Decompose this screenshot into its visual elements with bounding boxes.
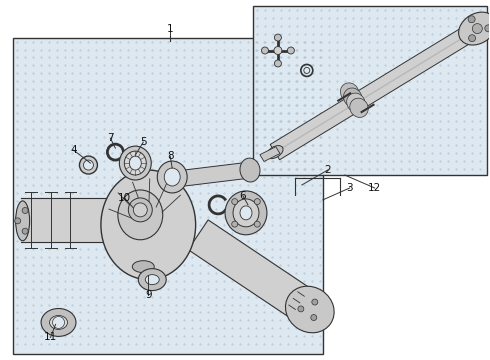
Circle shape xyxy=(83,160,94,170)
Circle shape xyxy=(468,16,475,23)
Ellipse shape xyxy=(157,161,187,193)
Text: 2: 2 xyxy=(324,165,331,175)
Ellipse shape xyxy=(101,170,196,280)
Circle shape xyxy=(298,306,304,312)
Polygon shape xyxy=(167,162,251,188)
Circle shape xyxy=(52,316,65,328)
Ellipse shape xyxy=(286,286,334,333)
Ellipse shape xyxy=(233,199,259,227)
Circle shape xyxy=(274,34,281,41)
Ellipse shape xyxy=(350,98,368,117)
Circle shape xyxy=(128,198,152,222)
Circle shape xyxy=(304,67,310,73)
Ellipse shape xyxy=(120,146,151,180)
Circle shape xyxy=(22,228,28,234)
Circle shape xyxy=(232,199,238,204)
Ellipse shape xyxy=(459,12,490,45)
Circle shape xyxy=(79,156,98,174)
Ellipse shape xyxy=(41,309,76,336)
Circle shape xyxy=(133,203,147,217)
Ellipse shape xyxy=(341,83,359,102)
Ellipse shape xyxy=(343,88,362,107)
Text: 6: 6 xyxy=(240,191,246,201)
Polygon shape xyxy=(260,147,280,162)
Polygon shape xyxy=(270,21,482,160)
Circle shape xyxy=(232,221,238,227)
Ellipse shape xyxy=(267,145,283,159)
Circle shape xyxy=(287,47,294,54)
Text: 10: 10 xyxy=(118,193,131,203)
Text: 8: 8 xyxy=(167,151,173,161)
Text: 7: 7 xyxy=(107,133,114,143)
Ellipse shape xyxy=(145,275,159,285)
Ellipse shape xyxy=(129,156,141,170)
Circle shape xyxy=(22,207,28,213)
Bar xyxy=(13,37,323,354)
Circle shape xyxy=(311,315,317,320)
Text: 12: 12 xyxy=(368,183,381,193)
Ellipse shape xyxy=(124,151,147,175)
Text: 5: 5 xyxy=(140,137,147,147)
Text: 9: 9 xyxy=(145,289,151,300)
Ellipse shape xyxy=(225,191,267,235)
Ellipse shape xyxy=(16,201,29,241)
Circle shape xyxy=(468,35,476,42)
Bar xyxy=(253,6,488,175)
Circle shape xyxy=(472,24,482,33)
Ellipse shape xyxy=(240,206,252,220)
Circle shape xyxy=(254,221,260,227)
Circle shape xyxy=(254,199,260,204)
Circle shape xyxy=(312,299,318,305)
Text: 3: 3 xyxy=(346,183,353,193)
Text: 11: 11 xyxy=(44,332,57,342)
Circle shape xyxy=(262,47,269,54)
Ellipse shape xyxy=(118,190,163,240)
Circle shape xyxy=(15,218,21,224)
Ellipse shape xyxy=(346,93,365,112)
Circle shape xyxy=(485,25,490,32)
Polygon shape xyxy=(188,220,320,324)
Ellipse shape xyxy=(132,261,154,273)
Ellipse shape xyxy=(138,269,166,291)
Circle shape xyxy=(274,46,282,54)
Ellipse shape xyxy=(240,158,260,182)
Text: 1: 1 xyxy=(167,24,173,33)
Text: 4: 4 xyxy=(70,145,77,155)
Circle shape xyxy=(274,60,281,67)
Ellipse shape xyxy=(164,168,180,186)
Ellipse shape xyxy=(49,315,68,329)
